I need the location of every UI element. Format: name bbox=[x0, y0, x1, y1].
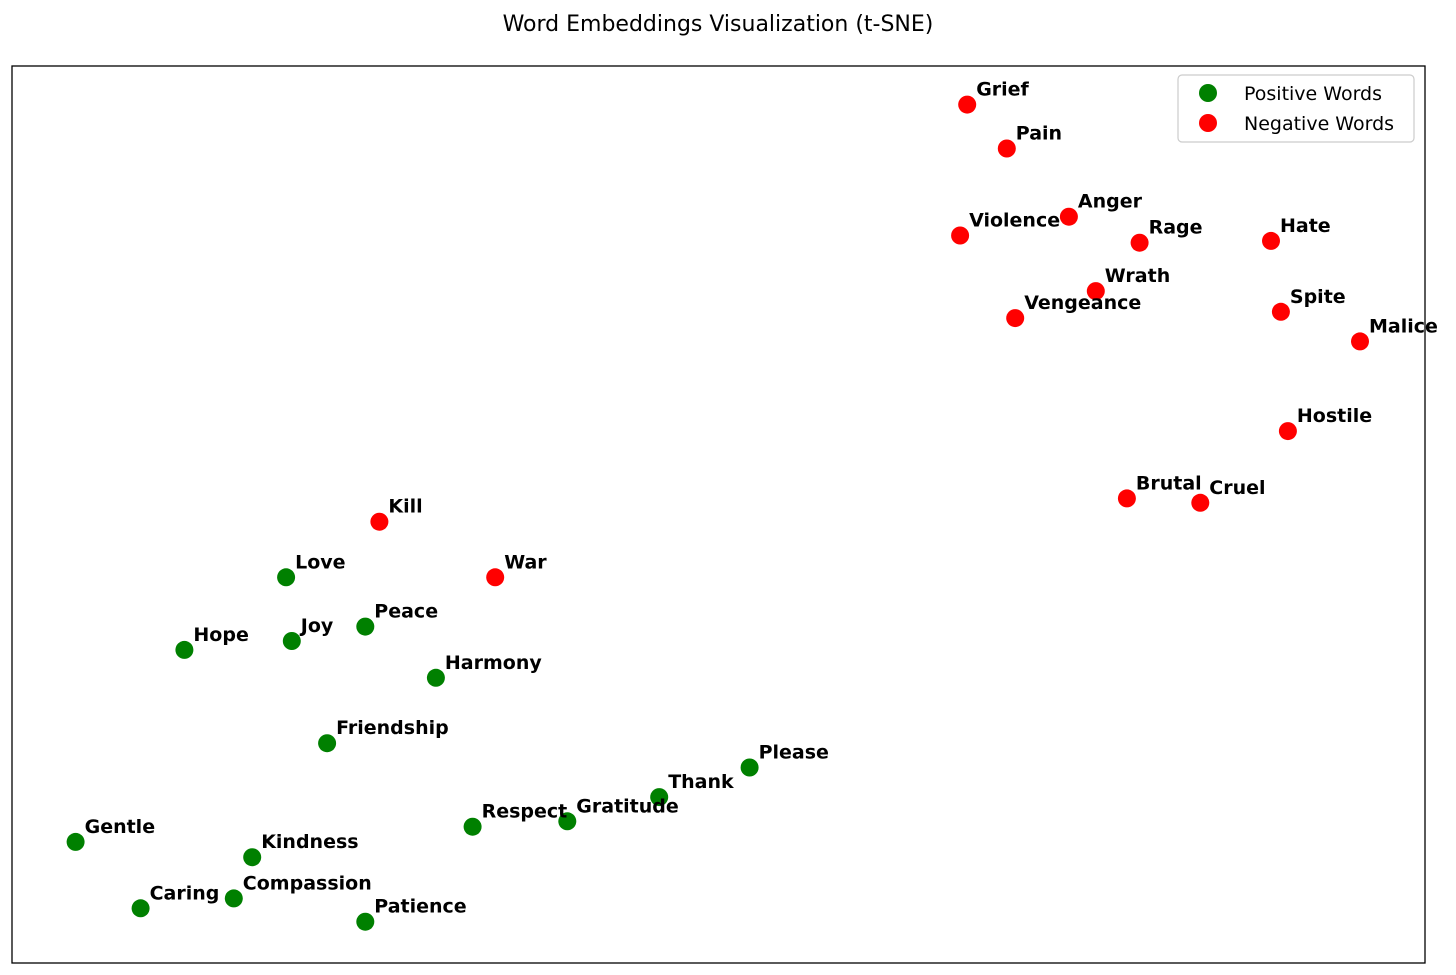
point-pain bbox=[997, 139, 1016, 158]
point-label-please: Please bbox=[759, 742, 829, 764]
point-label-kill: Kill bbox=[388, 496, 422, 518]
point-peace bbox=[356, 617, 375, 636]
point-label-caring: Caring bbox=[150, 882, 220, 904]
point-war bbox=[486, 568, 505, 587]
point-kindness bbox=[243, 848, 262, 867]
point-label-hate: Hate bbox=[1280, 215, 1331, 237]
point-label-respect: Respect bbox=[482, 801, 568, 823]
point-brutal bbox=[1117, 489, 1136, 508]
point-label-violence: Violence bbox=[969, 210, 1060, 232]
point-violence bbox=[951, 226, 970, 245]
point-label-patience: Patience bbox=[374, 896, 466, 918]
point-label-gratitude: Gratitude bbox=[576, 795, 678, 817]
point-label-malice: Malice bbox=[1369, 315, 1438, 337]
point-wrath bbox=[1086, 282, 1105, 301]
legend-label-positive: Positive Words bbox=[1244, 83, 1382, 105]
point-hope bbox=[175, 640, 194, 659]
point-label-love: Love bbox=[295, 551, 345, 573]
point-label-harmony: Harmony bbox=[445, 652, 542, 674]
legend-label-negative: Negative Words bbox=[1244, 113, 1394, 135]
point-vengeance bbox=[1006, 309, 1025, 328]
point-anger bbox=[1059, 207, 1078, 226]
point-label-wrath: Wrath bbox=[1105, 265, 1170, 287]
point-label-thank: Thank bbox=[668, 771, 734, 793]
point-harmony bbox=[426, 668, 445, 687]
point-label-vengeance: Vengeance bbox=[1024, 292, 1141, 314]
point-label-gentle: Gentle bbox=[85, 816, 156, 838]
point-love bbox=[277, 568, 296, 587]
data-points-layer bbox=[66, 95, 1369, 931]
point-hate bbox=[1262, 231, 1280, 250]
legend-marker-negative bbox=[1199, 114, 1217, 132]
point-please bbox=[740, 758, 759, 777]
point-compassion bbox=[224, 889, 243, 908]
point-respect bbox=[463, 817, 482, 836]
chart-title: Word Embeddings Visualization (t-SNE) bbox=[503, 12, 934, 37]
point-gratitude bbox=[558, 812, 577, 831]
point-label-rage: Rage bbox=[1149, 217, 1203, 239]
point-label-hope: Hope bbox=[193, 624, 248, 646]
point-thank bbox=[650, 788, 669, 807]
point-label-kindness: Kindness bbox=[261, 831, 358, 853]
point-hostile bbox=[1278, 422, 1297, 441]
point-label-hostile: Hostile bbox=[1297, 405, 1372, 427]
point-malice bbox=[1351, 332, 1369, 351]
point-label-anger: Anger bbox=[1078, 191, 1143, 213]
point-label-compassion: Compassion bbox=[243, 872, 372, 894]
point-gentle bbox=[66, 832, 85, 851]
point-spite bbox=[1271, 302, 1290, 321]
legend-marker-positive bbox=[1199, 84, 1217, 102]
legend: Positive Words Negative Words bbox=[1177, 74, 1415, 143]
point-label-friendship: Friendship bbox=[336, 717, 449, 739]
point-label-joy: Joy bbox=[299, 615, 334, 637]
point-kill bbox=[370, 512, 389, 531]
point-cruel bbox=[1191, 493, 1210, 512]
legend-box bbox=[1177, 74, 1415, 143]
point-patience bbox=[356, 912, 375, 931]
point-label-grief: Grief bbox=[976, 79, 1029, 101]
point-grief bbox=[958, 95, 977, 114]
plot-area-frame bbox=[11, 65, 1426, 964]
point-label-war: War bbox=[504, 551, 547, 573]
point-label-brutal: Brutal bbox=[1136, 472, 1202, 494]
point-rage bbox=[1130, 233, 1149, 252]
data-labels-layer: Love Peace Joy Hope Harmony Friendship Please T… bbox=[85, 79, 1438, 918]
point-label-peace: Peace bbox=[374, 601, 438, 623]
point-caring bbox=[131, 899, 150, 918]
point-label-spite: Spite bbox=[1290, 286, 1346, 308]
point-friendship bbox=[318, 734, 337, 753]
point-joy bbox=[282, 632, 301, 650]
point-label-cruel: Cruel bbox=[1209, 477, 1265, 499]
point-label-pain: Pain bbox=[1016, 123, 1062, 145]
